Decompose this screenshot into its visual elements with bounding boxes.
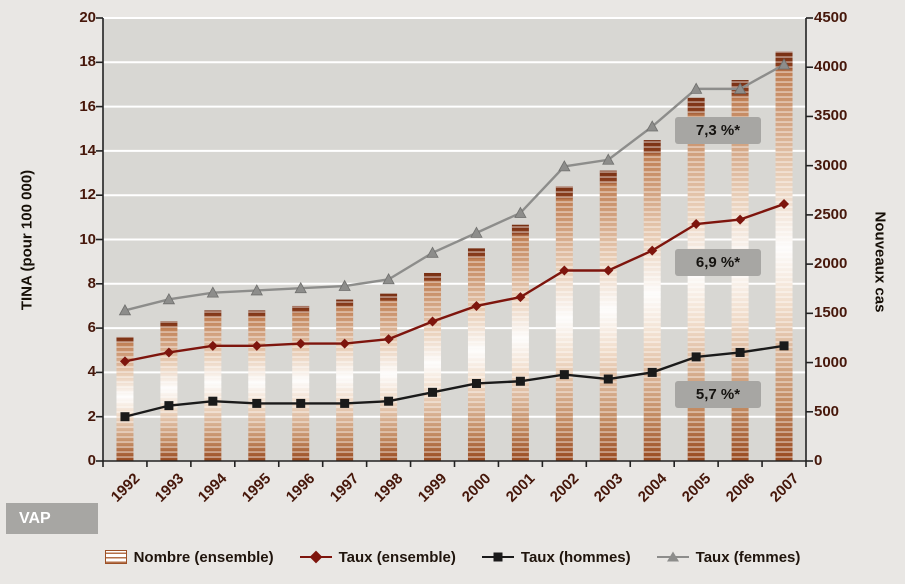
- line-triangle-icon: [656, 551, 689, 562]
- right-axis-title: Nouveaux cas: [871, 211, 889, 313]
- y-left-tick-label: 0: [87, 452, 96, 469]
- y-left-tick-label: 10: [79, 230, 96, 248]
- y-left-tick-label: 18: [79, 53, 96, 71]
- plot-area: 7,3 %* 6,9 %* 5,7 %*: [96, 17, 813, 467]
- y-left-tick-label: 8: [87, 274, 96, 292]
- x-axis-year-label: 2007: [766, 470, 803, 506]
- x-axis-year-label: 1992: [107, 470, 143, 506]
- legend-item-nombre: Nombre (ensemble): [104, 548, 274, 566]
- y-left-tick-label: 16: [79, 97, 96, 115]
- y-right-tick-label: 1000: [814, 353, 848, 371]
- legend-label: Taux (femmes): [695, 548, 801, 566]
- y-right-tick-label: 4500: [814, 9, 848, 26]
- y-left-tick-label: 12: [79, 186, 96, 204]
- y-right-tick-label: 2000: [814, 255, 848, 273]
- legend-item-taux-hommes: Taux (hommes): [481, 548, 631, 566]
- legend-item-taux-ensemble: Taux (ensemble): [299, 548, 456, 566]
- x-axis-year-label: 1994: [195, 470, 231, 506]
- vap-badge: VAP: [6, 503, 98, 534]
- annotation-hommes: 5,7 %*: [675, 381, 761, 408]
- y-right-tick-label: 3000: [814, 156, 848, 174]
- chart-canvas: [96, 17, 813, 467]
- x-axis-year-label: 2000: [458, 470, 495, 506]
- y-left-tick-label: 6: [87, 319, 96, 337]
- y-right-tick-label: 3500: [814, 107, 848, 125]
- bar-swatch-icon: [104, 550, 127, 564]
- legend-label: Taux (ensemble): [338, 548, 456, 566]
- x-axis-year-label: 1996: [283, 470, 319, 506]
- x-axis-year-label: 1995: [239, 470, 275, 506]
- y-right-tick-label: 4000: [814, 58, 848, 76]
- left-axis-title: TINA (pour 100 000): [18, 169, 36, 311]
- x-axis-year-label: 1998: [370, 470, 407, 506]
- y-right-tick-label: 1500: [814, 304, 848, 322]
- y-right-tick-label: 2500: [814, 205, 848, 223]
- annotation-ensemble: 6,9 %*: [675, 249, 761, 276]
- x-axis-year-label: 1999: [414, 470, 451, 506]
- line-diamond-icon: [299, 550, 332, 564]
- y-left-tick-label: 20: [79, 9, 96, 26]
- x-axis-year-label: 2003: [590, 470, 627, 506]
- y-right-tick-label: 500: [814, 402, 840, 420]
- legend: Nombre (ensemble) Taux (ensemble) Taux (…: [0, 542, 905, 572]
- legend-label: Nombre (ensemble): [133, 548, 274, 566]
- x-axis-year-label: 2002: [546, 470, 583, 506]
- x-axis-year-label: 2001: [502, 470, 539, 506]
- y-left-tick-label: 2: [87, 407, 96, 425]
- x-axis-year-label: 1993: [151, 470, 187, 506]
- line-square-icon: [481, 552, 514, 562]
- triangle-marker-icon: [666, 551, 679, 562]
- x-axis-year-label: 2006: [722, 470, 759, 506]
- y-right-tick-label: 0: [814, 452, 823, 469]
- legend-label: Taux (hommes): [520, 548, 631, 566]
- annotation-femmes: 7,3 %*: [675, 117, 761, 144]
- y-left-tick-label: 4: [87, 363, 96, 381]
- square-marker-icon: [493, 552, 503, 562]
- diamond-marker-icon: [309, 550, 322, 564]
- y-left-tick-label: 14: [79, 141, 96, 159]
- x-axis-year-label: 2005: [678, 470, 715, 506]
- x-axis-year-label: 2004: [634, 470, 671, 506]
- legend-item-taux-femmes: Taux (femmes): [656, 548, 801, 566]
- x-axis-year-label: 1997: [327, 470, 363, 506]
